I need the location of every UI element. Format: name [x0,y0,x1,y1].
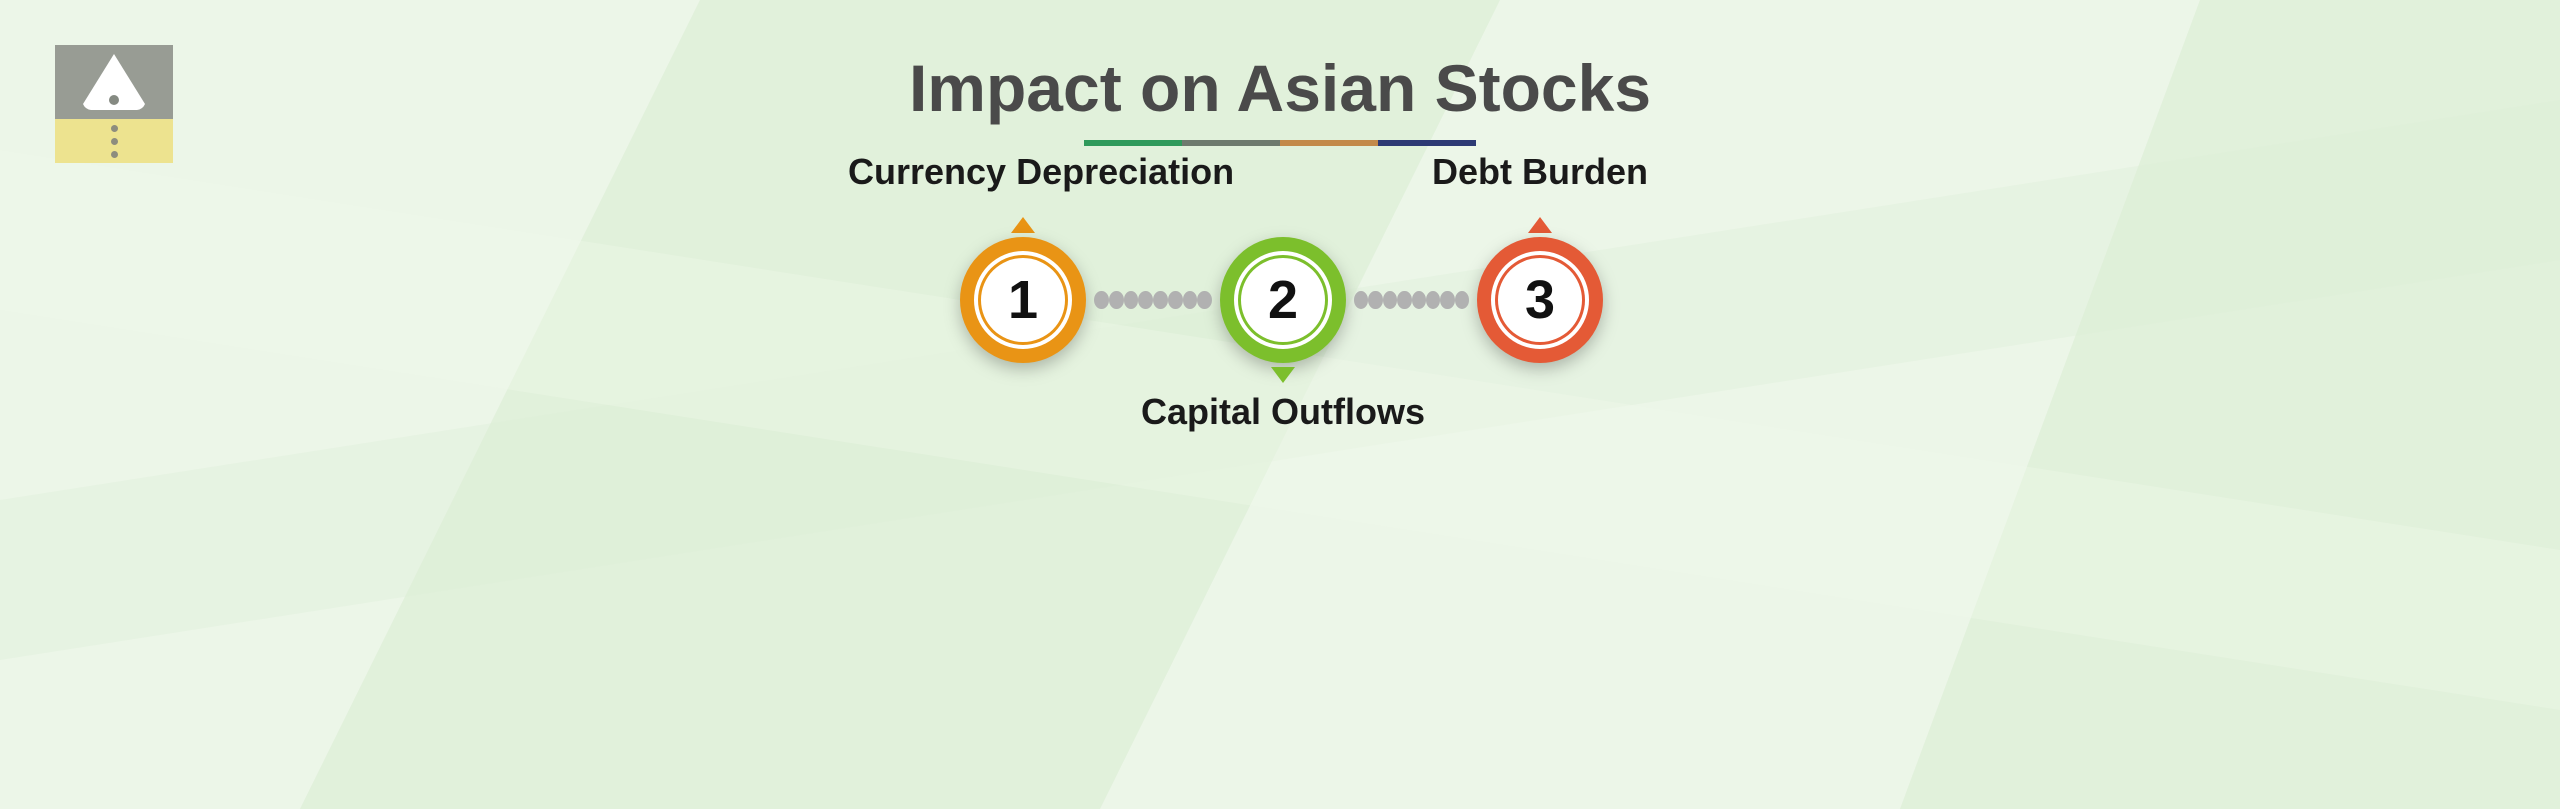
page-title: Impact on Asian Stocks [0,50,2560,126]
infographic-canvas: Impact on Asian Stocks Currency Deprecia… [0,0,2560,809]
connector-dot [1109,291,1124,309]
step-3: Debt Burden3 [1365,180,1715,440]
connector-dot [1397,291,1411,309]
connector-dots [1354,291,1469,309]
connector-dot [1383,291,1397,309]
connector-dot [1455,291,1469,309]
step-number: 1 [978,255,1068,345]
step-label: Debt Burden [1365,151,1715,193]
arrow-up-icon [1528,217,1552,233]
underline-segment [1280,140,1378,146]
underline-segment [1182,140,1280,146]
connector-dot [1354,291,1368,309]
arrow-up-icon [1011,217,1035,233]
underline-segment [1378,140,1476,146]
logo-dot [111,151,118,158]
connector-dot [1183,291,1198,309]
steps-container: Currency Depreciation12Capital OutflowsD… [0,180,2560,440]
arrow-down-icon [1271,367,1295,383]
connector-dot [1168,291,1183,309]
step-number: 2 [1238,255,1328,345]
logo-dot [111,138,118,145]
connector-dot [1440,291,1454,309]
step-circle: 3 [1477,237,1603,363]
connector-dot [1197,291,1212,309]
underline-segment [1084,140,1182,146]
connector-dot [1138,291,1153,309]
connector-dot [1124,291,1139,309]
connector-dot [1426,291,1440,309]
connector-dot [1368,291,1382,309]
step-circle: 1 [960,237,1086,363]
connector-dot [1153,291,1168,309]
title-underline [1084,140,1476,146]
step-number: 3 [1495,255,1585,345]
connector-dot [1412,291,1426,309]
connector-dot [1094,291,1109,309]
connector-dots [1094,291,1212,309]
step-circle: 2 [1220,237,1346,363]
